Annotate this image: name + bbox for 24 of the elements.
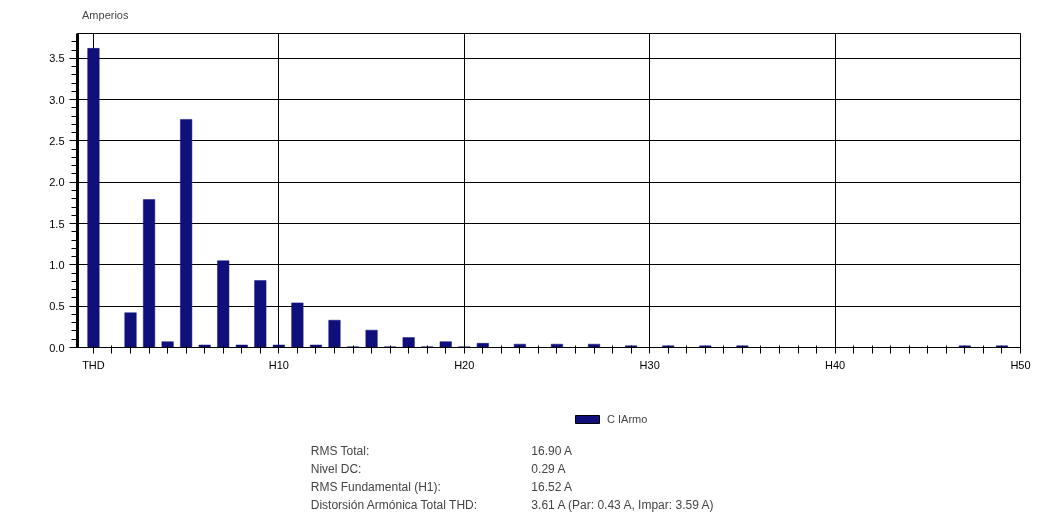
y-tick-label: 3.0 bbox=[49, 93, 65, 106]
text: 16.52 A bbox=[531, 479, 573, 494]
text: Nivel DC: bbox=[310, 461, 362, 476]
text: 16.90 A bbox=[531, 443, 573, 458]
y-tick-label: 1.5 bbox=[49, 217, 65, 230]
y-tick-label: 0.0 bbox=[49, 341, 65, 354]
y-tick-label: 0.5 bbox=[49, 300, 65, 313]
text: RMS Total: bbox=[310, 443, 370, 458]
legend-label: C IArmo bbox=[607, 413, 648, 425]
y-axis-title: Amperios bbox=[82, 8, 129, 21]
y-tick-label: 3.5 bbox=[49, 52, 65, 65]
x-tick-label: H40 bbox=[825, 358, 846, 371]
x-tick-label: H20 bbox=[454, 358, 475, 371]
text: 3.61 A (Par: 0.43 A, Impar: 3.59 A) bbox=[531, 497, 714, 512]
x-tick-label: H50 bbox=[1010, 358, 1031, 371]
y-tick-label: 1.0 bbox=[49, 258, 65, 271]
text: Distorsión Armónica Total THD: bbox=[310, 497, 478, 512]
x-tick-label: THD bbox=[82, 358, 105, 371]
text: RMS Fundamental (H1): bbox=[310, 479, 441, 494]
y-tick-label: 2.5 bbox=[49, 134, 65, 147]
x-tick-label: H10 bbox=[268, 358, 289, 371]
text: 0.29 A bbox=[531, 461, 566, 476]
x-tick-label: H30 bbox=[639, 358, 660, 371]
y-tick-label: 2.0 bbox=[49, 176, 65, 189]
